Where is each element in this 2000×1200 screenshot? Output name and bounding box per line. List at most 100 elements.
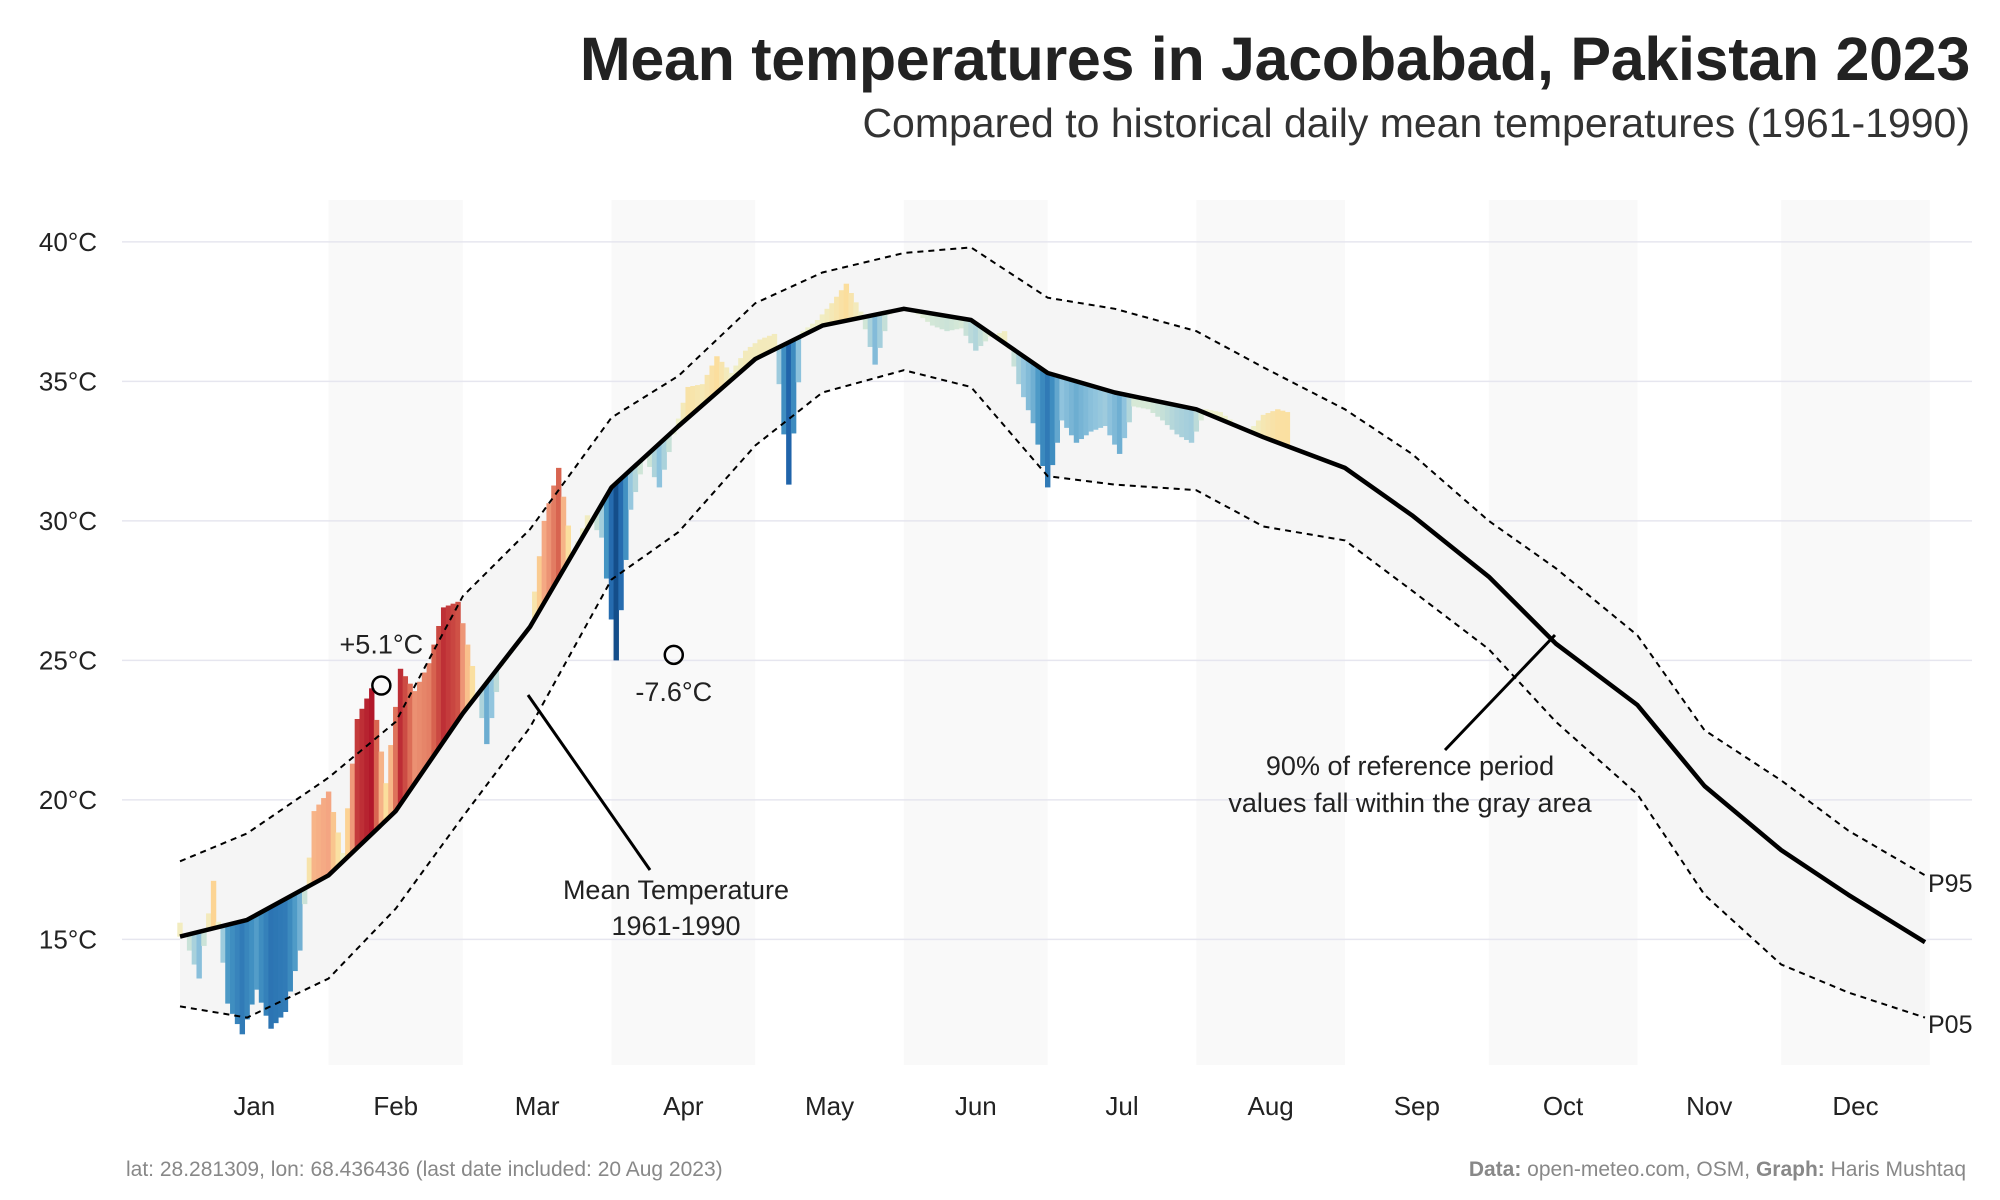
footer-credits: Data: open-meteo.com, OSM, Graph: Haris …	[1469, 1158, 1966, 1182]
deviation-bar	[747, 346, 754, 364]
daily-deviation-bars	[177, 283, 1291, 1035]
max-deviation-label: +5.1°C	[340, 630, 424, 660]
y-tick-label: 15°C	[39, 924, 97, 954]
deviation-bar	[460, 623, 466, 714]
annotations: Mean Temperature 1961-1990 90% of refere…	[340, 630, 1973, 1039]
deviation-bar	[1131, 396, 1137, 407]
deviation-bar	[292, 893, 298, 972]
mean-label-leader	[526, 694, 652, 871]
p05-p95-band	[180, 247, 1925, 1018]
deviation-bar	[306, 857, 313, 886]
x-tick-label-apr: Apr	[663, 1091, 704, 1121]
deviation-bar	[440, 607, 447, 742]
deviation-bar	[848, 293, 854, 320]
deviation-bar	[752, 343, 758, 360]
deviation-bar	[982, 329, 989, 342]
deviation-bar	[790, 339, 797, 434]
deviation-bar	[584, 515, 591, 529]
deviation-bar	[1188, 408, 1195, 443]
deviation-bar	[541, 520, 548, 603]
deviation-bar	[177, 922, 183, 937]
deviation-bar	[656, 443, 663, 488]
x-tick-label-jan: Jan	[233, 1091, 275, 1121]
deviation-bar	[651, 447, 658, 478]
deviation-bar	[1083, 384, 1089, 436]
deviation-bar	[340, 852, 346, 862]
deviation-bar	[675, 418, 682, 427]
deviation-bar	[1097, 388, 1104, 428]
deviation-bar	[1040, 369, 1046, 467]
deviation-bar	[920, 312, 926, 319]
deviation-bar	[882, 312, 888, 332]
deviation-bar	[608, 487, 615, 620]
deviation-bar	[958, 318, 965, 329]
deviation-bar	[1078, 382, 1084, 440]
deviation-bar	[1284, 412, 1291, 447]
deviation-bar	[925, 312, 931, 322]
deviation-bar	[191, 933, 198, 965]
deviation-bar	[944, 315, 950, 332]
deviation-bar	[479, 688, 485, 719]
deviation-bar	[776, 347, 782, 385]
deviation-bar	[206, 913, 212, 930]
chart-title: Mean temperatures in Jacobabad, Pakistan…	[579, 25, 1970, 93]
deviation-bar	[1222, 415, 1228, 422]
deviation-bar	[1126, 395, 1132, 423]
deviation-bar	[973, 323, 979, 351]
deviation-bar	[968, 319, 974, 344]
p95-line	[179, 246, 1926, 877]
deviation-bar	[244, 919, 250, 1020]
deviation-bar	[556, 467, 562, 578]
mean-1961-1990-line	[179, 306, 1927, 945]
deviation-bar	[738, 358, 744, 372]
deviation-bar	[551, 485, 557, 586]
deviation-bar	[963, 319, 969, 336]
deviation-bar	[316, 804, 322, 881]
deviation-bar	[488, 676, 495, 719]
deviation-bar	[704, 374, 711, 401]
deviation-bar	[1121, 394, 1128, 439]
y-tick-label: 40°C	[39, 227, 97, 257]
deviation-bar	[953, 317, 960, 330]
deviation-bar	[733, 365, 739, 376]
deviation-bar	[532, 591, 538, 619]
deviation-bar	[810, 323, 816, 331]
x-tick-label-feb: Feb	[373, 1091, 418, 1121]
deviation-bar	[719, 361, 725, 389]
deviation-bar	[1068, 379, 1075, 436]
deviation-bar	[215, 921, 222, 928]
deviation-bar	[867, 315, 874, 347]
deviation-bar	[417, 681, 423, 777]
deviation-bar	[618, 478, 624, 611]
deviation-bar	[210, 880, 217, 929]
deviation-bar	[277, 901, 284, 1018]
deviation-bar	[819, 314, 826, 326]
deviation-bar	[666, 434, 672, 453]
deviation-bar	[230, 923, 236, 1014]
y-axis: 15°C 20°C 25°C 30°C 35°C 40°C	[39, 227, 97, 955]
deviation-bar	[1045, 373, 1051, 488]
deviation-bar	[1251, 426, 1257, 434]
x-axis: Jan Feb Mar Apr May Jun Jul Aug Sep Oct Nov Dec	[233, 1091, 1878, 1121]
deviation-bar	[1150, 400, 1156, 413]
deviation-bar	[254, 914, 260, 990]
deviation-bar	[297, 891, 303, 951]
deviation-bar	[1145, 399, 1152, 410]
deviation-bar	[647, 452, 653, 467]
deviation-bar	[397, 668, 404, 805]
deviation-bar	[1270, 411, 1276, 441]
deviation-bar	[196, 931, 202, 979]
x-tick-label-dec: Dec	[1832, 1091, 1878, 1121]
deviation-bar	[560, 496, 567, 570]
deviation-bar	[603, 495, 610, 579]
deviation-bar	[834, 296, 840, 323]
deviation-bar	[690, 386, 696, 414]
band-label-line2: values fall within the gray area	[1228, 788, 1592, 818]
deviation-bar	[1016, 353, 1022, 385]
x-tick-label-may: May	[805, 1091, 854, 1121]
deviation-bar	[814, 319, 821, 328]
deviation-bar	[431, 644, 437, 756]
deviation-bar	[345, 808, 351, 857]
mean-label-line2: 1961-1990	[611, 911, 740, 941]
